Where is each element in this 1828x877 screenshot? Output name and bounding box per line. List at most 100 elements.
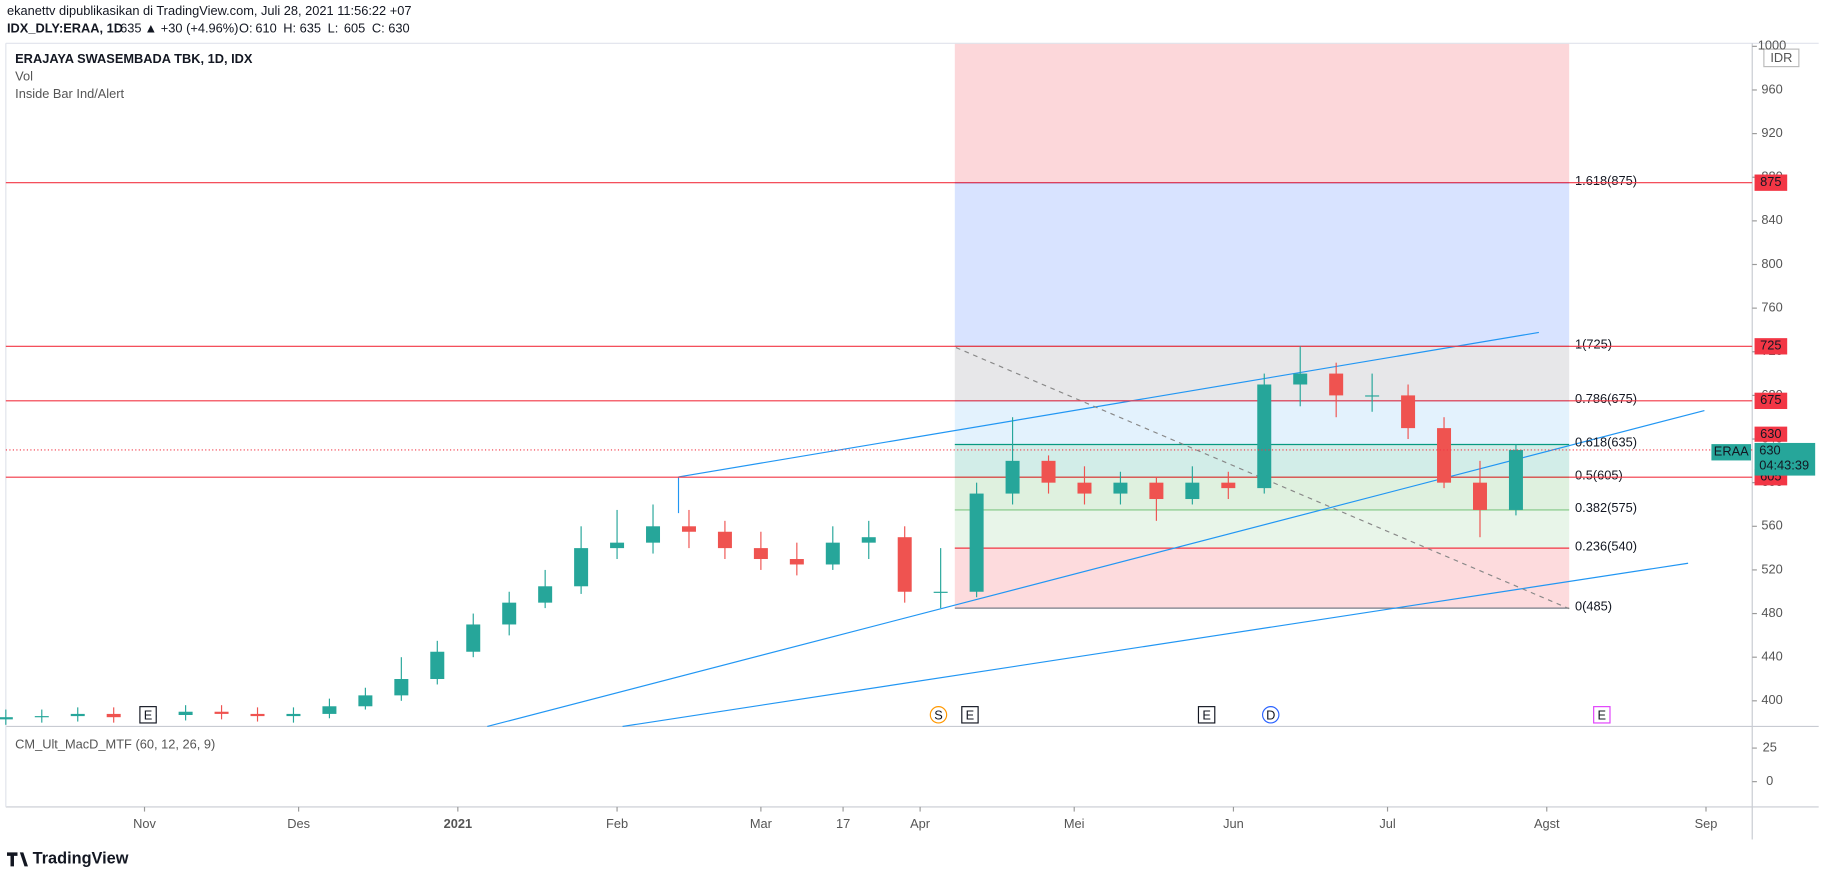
drawings: [487, 331, 1705, 728]
fib-label: 0(485): [1575, 598, 1612, 613]
candle-body: [753, 548, 768, 560]
ohlc-label: L:: [328, 21, 339, 36]
event-box: [961, 706, 979, 724]
macd-tick-label: 25: [1763, 739, 1777, 754]
macd-title: CM_Ult_MacD_MTF (60, 12, 26, 9): [15, 737, 215, 752]
symbol-badge: [1711, 444, 1752, 461]
event-label: E: [966, 707, 975, 722]
price-label: 630: [1759, 442, 1780, 457]
currency: IDR: [1770, 50, 1792, 65]
logo: TradingView: [33, 850, 129, 868]
y-tick-label: 1000: [1758, 38, 1787, 53]
candle-body: [1221, 482, 1236, 489]
trend-line: [487, 409, 1705, 728]
fib-label: 0.382(575): [1575, 500, 1637, 515]
event-label: E: [1202, 707, 1211, 722]
y-tick-label: 400: [1761, 692, 1782, 707]
pane-title: ERAJAYA SWASEMBADA TBK, 1D, IDX: [15, 51, 253, 66]
y-tick-label: 440: [1761, 649, 1782, 664]
x-tick-label: Des: [287, 816, 310, 831]
x-tick-label: Jun: [1223, 816, 1244, 831]
candle-body: [178, 711, 193, 716]
fib-label: 0.786(675): [1575, 391, 1637, 406]
x-tick-label: Jul: [1379, 816, 1395, 831]
symbol-label: ERAA: [1714, 444, 1749, 459]
candle-body: [646, 526, 661, 543]
candle-body: [322, 706, 337, 714]
candle-body: [286, 713, 301, 717]
candle-body: [1113, 482, 1128, 494]
event-circle: [1261, 706, 1280, 724]
x-tick-label: Apr: [910, 816, 931, 831]
indicator: Vol: [15, 68, 33, 83]
candle-body: [1508, 449, 1523, 510]
y-tick-label: 480: [1761, 605, 1782, 620]
ohlc-label: C:: [372, 21, 385, 36]
fib-label: 0.5(605): [1575, 467, 1623, 482]
publisher: ekanettv dipublikasikan di TradingView.c…: [7, 3, 411, 18]
ohlc-value: 635: [300, 21, 321, 36]
candle-body: [250, 713, 265, 717]
price: 635: [120, 21, 141, 36]
y-tick-label: 800: [1761, 256, 1782, 271]
x-tick-label: Feb: [606, 816, 628, 831]
x-tick-label: Sep: [1695, 816, 1718, 831]
price-badge: [1754, 442, 1816, 476]
candle-body: [1472, 482, 1487, 510]
x-tick-label: Agst: [1534, 816, 1560, 831]
candle-body: [466, 624, 481, 652]
candle-body: [538, 586, 553, 603]
logo-icon: [6, 852, 28, 867]
candle-body: [430, 651, 445, 680]
candle-body: [358, 695, 373, 707]
ohlc-value: 605: [344, 21, 365, 36]
fib-label: 1.618(875): [1575, 173, 1637, 188]
countdown: 04:43:39: [1759, 458, 1809, 473]
h-line-badge: [1754, 174, 1788, 191]
candle-body: [1257, 384, 1272, 489]
y-tick-label: 760: [1761, 300, 1782, 315]
ohlc-label: H:: [283, 21, 296, 36]
candle-body: [1293, 373, 1308, 385]
candle-body: [789, 559, 804, 565]
event-label: D: [1266, 707, 1275, 722]
event-box: [1197, 706, 1216, 724]
h-line-label: 675: [1760, 392, 1781, 407]
candle-body: [717, 531, 732, 549]
candle-body: [933, 591, 948, 593]
fib-label: 0.236(540): [1575, 538, 1637, 553]
candle-body: [1329, 373, 1344, 396]
candle-body: [1077, 482, 1092, 494]
candle-body: [897, 537, 912, 592]
x-tick-label: Mei: [1064, 816, 1085, 831]
candle-body: [861, 537, 876, 543]
event-box: [1593, 706, 1611, 724]
event-label: S: [934, 707, 943, 722]
candle-body: [1437, 428, 1452, 483]
h-line-badge: [1754, 338, 1788, 355]
indicator: Inside Bar Ind/Alert: [15, 86, 124, 101]
change: ▲ +30 (+4.96%): [145, 21, 239, 36]
ohlc-label: O:: [239, 21, 253, 36]
symbol: IDX_DLY:ERAA, 1D: [7, 21, 123, 36]
candle-body: [214, 711, 229, 714]
candle-body: [34, 716, 49, 718]
last-badge: [1754, 426, 1788, 442]
event-label: E: [144, 707, 153, 722]
macd-tick-label: 0: [1766, 773, 1773, 788]
h-line-label: 875: [1760, 174, 1781, 189]
candle-body: [1185, 482, 1200, 500]
fib-zone: [954, 509, 1570, 549]
candle-body: [1149, 482, 1164, 500]
candle-body: [106, 713, 121, 718]
ohlc-value: 630: [388, 21, 409, 36]
y-tick-label: 960: [1761, 81, 1782, 96]
candle-body: [0, 717, 13, 720]
h-line-badge: [1754, 392, 1788, 410]
y-tick-label: 920: [1761, 125, 1782, 140]
y-tick-label: 560: [1761, 518, 1782, 533]
background: [954, 43, 1570, 609]
y-tick-label: 520: [1761, 561, 1782, 576]
candle-body: [1365, 395, 1380, 397]
